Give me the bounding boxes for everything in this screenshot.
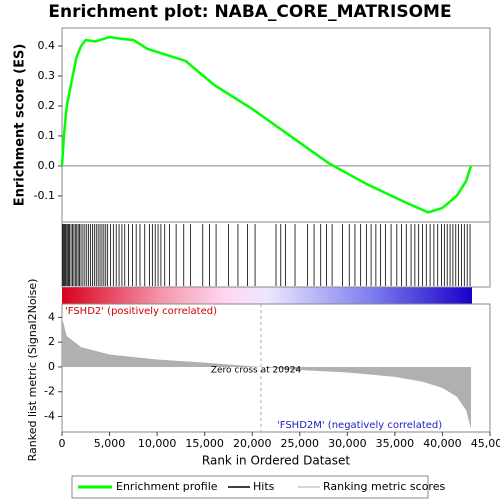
legend-label: Enrichment profile: [116, 480, 218, 493]
y-tick-label: 0.0: [38, 159, 56, 172]
y-axis-label: Ranked list metric (Signal2Noise): [26, 279, 39, 462]
y-axis-label: Enrichment score (ES): [13, 44, 28, 207]
y-tick-label: -0.1: [34, 189, 55, 202]
x-tick-label: 0: [59, 437, 66, 450]
y-tick-label: 2: [48, 335, 55, 348]
y-tick-label: -4: [44, 410, 55, 423]
es-line: [60, 35, 473, 214]
y-tick-label: 4: [48, 310, 55, 323]
x-tick-label: 15,000: [185, 437, 224, 450]
plot-frame: [61, 221, 491, 288]
x-tick-label: 20,000: [233, 437, 272, 450]
x-tick-label: 35,000: [376, 437, 415, 450]
x-tick-label: 10,000: [138, 437, 177, 450]
y-tick-label: 0: [48, 360, 55, 373]
y-tick-label: 0.3: [38, 69, 56, 82]
y-tick-label: -2: [44, 385, 55, 398]
x-axis-label: Rank in Ordered Dataset: [202, 454, 350, 468]
plot-frame: [61, 303, 491, 433]
legend-label: Ranking metric scores: [323, 480, 445, 493]
y-tick-label: 0.2: [38, 99, 56, 112]
x-tick-label: 45,000: [471, 437, 500, 450]
x-tick-label: 5,000: [94, 437, 126, 450]
x-tick-label: 40,000: [423, 437, 462, 450]
chart-title: Enrichment plot: NABA_CORE_MATRISOME: [48, 2, 451, 22]
x-tick-label: 30,000: [328, 437, 367, 450]
zero-cross-label: Zero cross at 20924: [211, 366, 302, 376]
correlation-band: [62, 287, 472, 304]
pos-label: 'FSHD2' (positively correlated): [65, 306, 217, 317]
y-tick-label: 0.4: [38, 39, 56, 52]
x-tick-label: 25,000: [281, 437, 320, 450]
legend-label: Hits: [253, 480, 275, 493]
y-tick-label: 0.1: [38, 129, 56, 142]
neg-label: 'FSHD2M' (negatively correlated): [277, 420, 442, 431]
metric-area: [62, 317, 471, 429]
